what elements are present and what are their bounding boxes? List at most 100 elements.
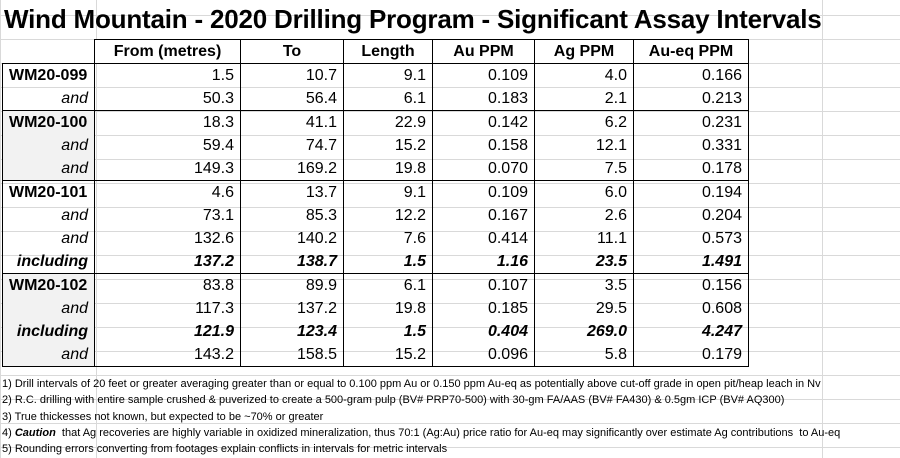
- interval-label: and: [2, 87, 95, 111]
- cell-length: 6.1: [343, 87, 433, 111]
- cell-to: 10.7: [240, 63, 344, 87]
- table-row: and 50.3 56.4 6.1 0.183 2.1 0.213: [2, 87, 749, 111]
- cell-to: 13.7: [240, 180, 344, 204]
- cell-au: 1.16: [432, 250, 535, 274]
- cell-au: 0.070: [432, 157, 535, 181]
- cell-aueq: 0.179: [633, 343, 749, 367]
- cell-au: 0.158: [432, 134, 535, 157]
- table-row: and 132.6 140.2 7.6 0.414 11.1 0.573: [2, 227, 749, 250]
- table-row: WM20-099 1.5 10.7 9.1 0.109 4.0 0.166: [2, 63, 749, 87]
- cell-length: 12.2: [343, 204, 433, 227]
- cell-ag: 7.5: [534, 157, 634, 181]
- footnote-4-text: that Ag recoveries are highly variable i…: [55, 426, 841, 439]
- cell-length: 7.6: [343, 227, 433, 250]
- cell-from: 121.9: [94, 320, 241, 343]
- interval-label: including: [2, 250, 95, 274]
- cell-to: 138.7: [240, 250, 344, 274]
- cell-ag: 29.5: [534, 297, 634, 320]
- table-row: including 137.2 138.7 1.5 1.16 23.5 1.491: [2, 250, 749, 274]
- footnote-4: 4) Caution that Ag recoveries are highly…: [2, 425, 840, 441]
- cell-ag: 2.1: [534, 87, 634, 111]
- cell-ag: 4.0: [534, 63, 634, 87]
- footnote-2: 2) R.C. drilling with entire sample crus…: [2, 394, 785, 407]
- cell-au: 0.109: [432, 63, 535, 87]
- interval-label: including: [2, 320, 95, 343]
- cell-from: 149.3: [94, 157, 241, 181]
- cell-from: 18.3: [94, 110, 241, 134]
- cell-au: 0.109: [432, 180, 535, 204]
- cell-to: 41.1: [240, 110, 344, 134]
- hole-id: WM20-102: [2, 273, 95, 297]
- cell-aueq: 0.331: [633, 134, 749, 157]
- cell-from: 137.2: [94, 250, 241, 274]
- cell-to: 89.9: [240, 273, 344, 297]
- footnote-1: 1) Drill intervals of 20 feet or greater…: [2, 378, 821, 390]
- footnote-4-caution: Caution: [14, 426, 56, 439]
- cell-aueq: 0.231: [633, 110, 749, 134]
- cell-length: 19.8: [343, 297, 433, 320]
- cell-length: 22.9: [343, 110, 433, 134]
- cell-aueq: 0.213: [633, 87, 749, 111]
- cell-au: 0.107: [432, 273, 535, 297]
- cell-aueq: 0.156: [633, 273, 749, 297]
- cell-from: 132.6: [94, 227, 241, 250]
- cell-length: 6.1: [343, 273, 433, 297]
- cell-length: 1.5: [343, 320, 433, 343]
- cell-to: 85.3: [240, 204, 344, 227]
- interval-label: and: [2, 134, 95, 157]
- cell-aueq: 0.573: [633, 227, 749, 250]
- cell-from: 83.8: [94, 273, 241, 297]
- cell-to: 56.4: [240, 87, 344, 111]
- assay-table: From (metres) To Length Au PPM Ag PPM Au…: [2, 39, 749, 367]
- interval-label: and: [2, 343, 95, 367]
- cell-length: 1.5: [343, 250, 433, 274]
- cell-au: 0.183: [432, 87, 535, 111]
- cell-length: 19.8: [343, 157, 433, 181]
- cell-ag: 2.6: [534, 204, 634, 227]
- table-row: including 121.9 123.4 1.5 0.404 269.0 4.247: [2, 320, 749, 343]
- cell-to: 158.5: [240, 343, 344, 367]
- cell-from: 4.6: [94, 180, 241, 204]
- cell-aueq: 0.204: [633, 204, 749, 227]
- hole-id: WM20-099: [2, 63, 95, 87]
- header-from: From (metres): [94, 39, 241, 64]
- table-row: and 117.3 137.2 19.8 0.185 29.5 0.608: [2, 297, 749, 320]
- hole-id: WM20-100: [2, 110, 95, 134]
- footnote-5: 5) Rounding errors converting from foota…: [2, 443, 448, 456]
- header-blank: [3, 40, 95, 64]
- cell-to: 140.2: [240, 227, 344, 250]
- cell-to: 123.4: [240, 320, 344, 343]
- header-to: To: [240, 39, 344, 64]
- grid-line: [822, 0, 823, 458]
- interval-label: and: [2, 227, 95, 250]
- cell-length: 9.1: [343, 63, 433, 87]
- cell-ag: 23.5: [534, 250, 634, 274]
- cell-from: 59.4: [94, 134, 241, 157]
- hole-id: WM20-101: [2, 180, 95, 204]
- header-length: Length: [343, 39, 433, 64]
- table-row: and 73.1 85.3 12.2 0.167 2.6 0.204: [2, 204, 749, 227]
- cell-to: 169.2: [240, 157, 344, 181]
- cell-ag: 12.1: [534, 134, 634, 157]
- table-row: and 143.2 158.5 15.2 0.096 5.8 0.179: [2, 343, 749, 367]
- interval-label: and: [2, 297, 95, 320]
- header-ag: Ag PPM: [534, 39, 634, 64]
- cell-ag: 6.0: [534, 180, 634, 204]
- page-title: Wind Mountain - 2020 Drilling Program - …: [4, 4, 822, 34]
- cell-to: 74.7: [240, 134, 344, 157]
- interval-label: and: [2, 157, 95, 181]
- cell-ag: 269.0: [534, 320, 634, 343]
- cell-length: 15.2: [343, 343, 433, 367]
- header-aueq: Au-eq PPM: [633, 39, 749, 64]
- footnote-3: 3) True thickesses not known, but expect…: [2, 410, 324, 423]
- table-row: WM20-100 18.3 41.1 22.9 0.142 6.2 0.231: [2, 110, 749, 134]
- cell-au: 0.142: [432, 110, 535, 134]
- cell-ag: 6.2: [534, 110, 634, 134]
- table-row: and 149.3 169.2 19.8 0.070 7.5 0.178: [2, 157, 749, 181]
- footnote-4-prefix: 4): [2, 426, 15, 439]
- table-row: WM20-101 4.6 13.7 9.1 0.109 6.0 0.194: [2, 180, 749, 204]
- cell-aueq: 1.491: [633, 250, 749, 274]
- cell-aueq: 0.178: [633, 157, 749, 181]
- cell-from: 50.3: [94, 87, 241, 111]
- cell-length: 15.2: [343, 134, 433, 157]
